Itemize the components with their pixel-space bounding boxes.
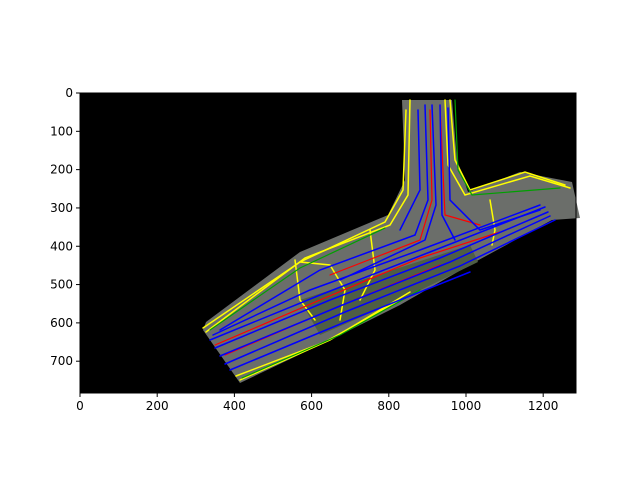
x-tick-label: 1000 [451, 399, 482, 413]
x-tick-label: 400 [223, 399, 246, 413]
blue-trajectories [209, 104, 556, 371]
x-tick-label: 1200 [528, 399, 559, 413]
y-tick-label: 100 [50, 124, 73, 138]
y-tick-label: 600 [50, 316, 73, 330]
aerial-scene [202, 99, 580, 383]
y-tick-label: 400 [50, 239, 73, 253]
plot-frame [79, 92, 577, 394]
yellow-trajectories [202, 99, 571, 381]
x-tick-label: 600 [300, 399, 323, 413]
x-tick-label: 800 [377, 399, 400, 413]
y-tick-label: 0 [65, 86, 73, 100]
road-area [203, 100, 580, 383]
x-tick-label: 200 [146, 399, 169, 413]
y-tick-label: 700 [50, 354, 73, 368]
y-tick-label: 200 [50, 163, 73, 177]
y-tick-label: 300 [50, 201, 73, 215]
x-tick-label: 0 [76, 399, 84, 413]
y-tick-label: 500 [50, 278, 73, 292]
green-trajectories [209, 99, 561, 379]
